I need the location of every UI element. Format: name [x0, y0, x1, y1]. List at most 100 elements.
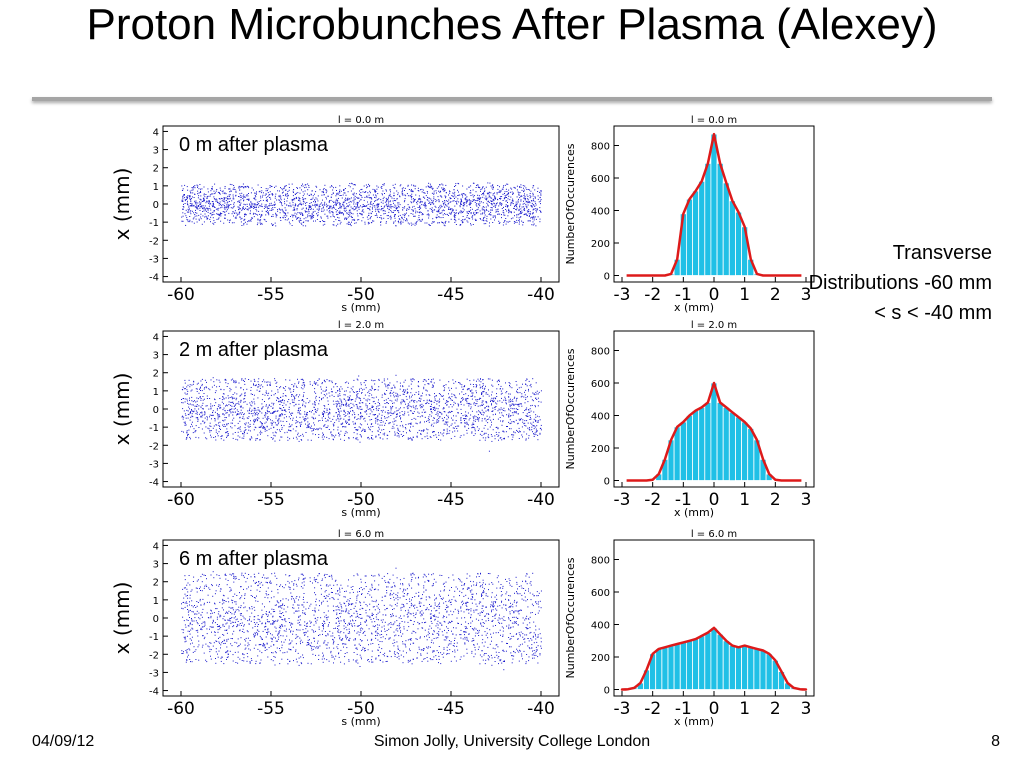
scatter-point: [357, 202, 359, 204]
scatter-point: [273, 402, 275, 404]
scatter-point: [412, 223, 414, 225]
scatter-point: [233, 417, 235, 419]
scatter-point: [414, 198, 416, 200]
scatter-point: [240, 218, 242, 220]
scatter-point: [444, 402, 446, 404]
scatter-point: [392, 402, 393, 404]
scatter-point: [330, 199, 332, 201]
scatter-point: [427, 196, 428, 198]
scatter-point: [510, 201, 512, 203]
scatter-point: [393, 192, 395, 194]
scatter-point: [362, 209, 364, 211]
scatter-point: [242, 207, 244, 209]
scatter-point: [490, 214, 492, 216]
scatter-point: [295, 193, 296, 195]
scatter-point: [211, 405, 213, 407]
scatter-point: [462, 211, 464, 213]
scatter-point: [531, 216, 533, 218]
scatter-point: [461, 201, 463, 203]
scatter-point: [516, 221, 518, 223]
scatter-point: [243, 223, 245, 224]
scatter-point: [364, 417, 366, 419]
scatter-point: [359, 212, 361, 214]
scatter-point: [519, 205, 521, 207]
scatter-point: [226, 204, 228, 206]
scatter-point: [374, 389, 376, 391]
scatter-point: [358, 408, 360, 410]
scatter-point: [377, 419, 379, 421]
scatter-point: [184, 388, 186, 390]
scatter-point: [304, 405, 306, 407]
scatter-point: [282, 216, 284, 218]
scatter-point: [200, 416, 202, 418]
scatter-point: [415, 212, 417, 214]
scatter-point: [441, 210, 443, 212]
scatter-point: [361, 424, 363, 426]
scatter-point: [205, 194, 207, 195]
scatter-point: [239, 216, 241, 218]
scatter-point: [380, 201, 382, 203]
scatter-point: [492, 193, 494, 195]
scatter-point: [398, 434, 400, 436]
scatter-point: [271, 223, 273, 225]
scatter-point: [497, 410, 499, 412]
scatter-point: [212, 217, 214, 219]
scatter-point: [425, 394, 427, 396]
scatter-point: [282, 399, 283, 401]
scatter-point: [378, 409, 379, 411]
scatter-point: [427, 438, 429, 439]
scatter-point: [497, 435, 499, 437]
scatter-point: [396, 413, 398, 415]
scatter-point: [311, 213, 313, 215]
scatter-point: [203, 194, 205, 196]
scatter-point: [288, 205, 289, 207]
scatter-point: [378, 208, 380, 210]
scatter-point: [454, 394, 456, 396]
scatter-point: [205, 209, 207, 211]
scatter-point: [440, 204, 442, 206]
scatter-point: [259, 421, 261, 423]
scatter-point: [281, 203, 283, 205]
scatter-point: [446, 418, 448, 420]
scatter-point: [451, 411, 453, 412]
scatter-point: [330, 216, 332, 218]
scatter-point: [358, 197, 360, 199]
scatter-point: [453, 216, 455, 217]
scatter-point: [297, 187, 298, 189]
scatter-point: [268, 404, 270, 406]
scatter-point: [225, 200, 227, 201]
scatter-point: [438, 200, 440, 202]
scatter-point: [202, 402, 204, 404]
scatter-point: [304, 406, 306, 408]
scatter-point: [289, 438, 291, 440]
scatter-point: [437, 413, 439, 415]
scatter-point: [374, 191, 376, 193]
scatter-point: [341, 206, 343, 208]
scatter-point: [233, 202, 235, 204]
scatter-point: [447, 401, 449, 403]
scatter-point: [297, 412, 299, 414]
scatter-point: [257, 414, 259, 416]
scatter-point: [214, 411, 216, 413]
scatter-point: [223, 207, 225, 209]
scatter-point: [400, 385, 401, 387]
scatter-point: [472, 216, 473, 218]
scatter-point: [393, 412, 395, 414]
scatter-point: [455, 201, 457, 202]
scatter-point: [340, 190, 342, 192]
scatter-point: [524, 425, 526, 426]
scatter-point: [494, 215, 496, 217]
scatter-point: [535, 431, 537, 433]
scatter-point: [489, 416, 491, 418]
scatter-point: [305, 418, 307, 420]
scatter-point: [467, 388, 469, 390]
scatter-point: [186, 431, 188, 433]
scatter-point: [405, 195, 407, 197]
scatter-point: [441, 212, 443, 214]
scatter-point: [294, 198, 296, 200]
scatter-point: [357, 439, 359, 441]
scatter-point: [496, 193, 498, 195]
scatter-point: [295, 430, 297, 432]
scatter-point: [404, 411, 406, 413]
scatter-point: [281, 205, 283, 207]
